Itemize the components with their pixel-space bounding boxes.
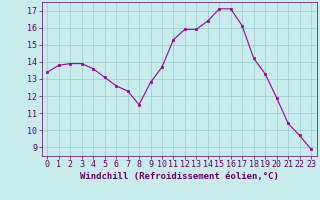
X-axis label: Windchill (Refroidissement éolien,°C): Windchill (Refroidissement éolien,°C) [80, 172, 279, 181]
